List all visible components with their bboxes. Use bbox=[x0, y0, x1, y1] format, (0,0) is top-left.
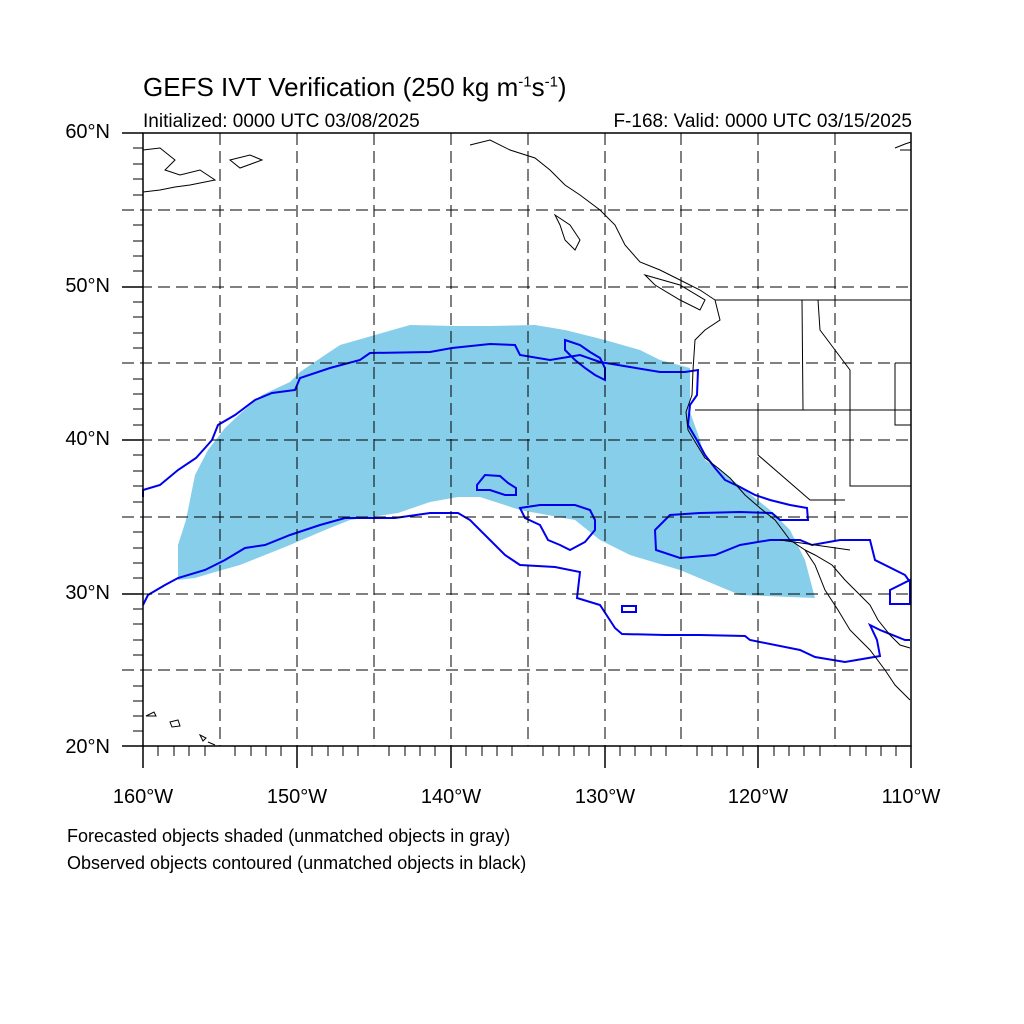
bc-islands bbox=[553, 213, 706, 311]
lon-label-110w: 110°W bbox=[881, 786, 941, 808]
major-ticks bbox=[122, 132, 912, 768]
init-time-label: Initialized: 0000 UTC 03/08/2025 bbox=[143, 111, 420, 132]
coastlines bbox=[142, 139, 912, 746]
valid-time-label: F-168: Valid: 0000 UTC 03/15/2025 bbox=[613, 111, 912, 132]
lat-label-20n: 20°N bbox=[65, 736, 110, 758]
nw-coast-right bbox=[894, 141, 912, 151]
baja-coast bbox=[804, 549, 911, 649]
lon-label-140w: 140°W bbox=[420, 786, 482, 808]
observed-object-small bbox=[476, 473, 517, 496]
lat-label-50n: 50°N bbox=[65, 275, 110, 297]
lon-label-130w: 130°W bbox=[574, 786, 636, 808]
alaska-coast bbox=[142, 147, 217, 193]
hawaii-islands bbox=[145, 711, 216, 746]
lat-label-30n: 30°N bbox=[65, 582, 110, 604]
forecast-note: Forecasted objects shaded (unmatched obj… bbox=[67, 826, 511, 846]
observed-object-east bbox=[889, 578, 911, 605]
us-state-borders bbox=[695, 299, 911, 551]
observed-note: Observed objects contoured (unmatched ob… bbox=[67, 853, 527, 873]
lon-label-120w: 120°W bbox=[727, 786, 789, 808]
alaska-islands bbox=[228, 139, 721, 371]
graticule bbox=[122, 133, 911, 746]
observed-object-north bbox=[564, 338, 606, 382]
us-west-coast bbox=[685, 369, 911, 701]
lon-label-160w: 160°W bbox=[112, 786, 174, 808]
lon-label-150w: 150°W bbox=[266, 786, 328, 808]
forecast-object bbox=[178, 325, 815, 598]
minor-ticks bbox=[133, 147, 897, 756]
observed-contours bbox=[142, 338, 911, 664]
map-title: GEFS IVT Verification (250 kg m-1s-1) bbox=[143, 72, 567, 102]
observed-object-lower-edge bbox=[142, 512, 910, 664]
lat-label-40n: 40°N bbox=[65, 428, 110, 450]
observed-object-dot bbox=[621, 605, 637, 613]
observed-object-main bbox=[142, 342, 911, 583]
lat-label-60n: 60°N bbox=[65, 121, 110, 143]
observed-object-mid bbox=[518, 504, 596, 552]
